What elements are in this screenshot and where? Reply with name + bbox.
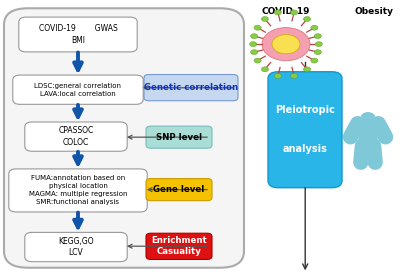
Text: Obesity: Obesity — [354, 7, 394, 16]
Circle shape — [250, 34, 258, 39]
Text: Genetic correlation: Genetic correlation — [144, 83, 238, 92]
Circle shape — [272, 34, 300, 54]
Text: Pleiotropic

analysis: Pleiotropic analysis — [275, 105, 335, 154]
Circle shape — [311, 25, 318, 30]
Circle shape — [304, 17, 311, 22]
FancyBboxPatch shape — [4, 8, 244, 268]
Circle shape — [261, 67, 268, 72]
FancyBboxPatch shape — [358, 134, 378, 147]
Circle shape — [261, 17, 268, 22]
FancyBboxPatch shape — [146, 233, 212, 259]
FancyBboxPatch shape — [146, 126, 212, 148]
Circle shape — [290, 73, 298, 78]
Text: CPASSOC
COLOC: CPASSOC COLOC — [58, 126, 94, 147]
FancyBboxPatch shape — [9, 169, 147, 212]
Circle shape — [274, 73, 282, 78]
Circle shape — [250, 42, 257, 47]
Text: COVID-19        GWAS
BMI: COVID-19 GWAS BMI — [39, 24, 117, 45]
FancyBboxPatch shape — [25, 232, 127, 262]
FancyBboxPatch shape — [19, 17, 137, 52]
FancyBboxPatch shape — [146, 179, 212, 201]
Text: SNP level: SNP level — [156, 133, 202, 142]
Circle shape — [361, 112, 375, 122]
Circle shape — [314, 50, 322, 55]
Circle shape — [315, 42, 322, 47]
FancyBboxPatch shape — [144, 75, 238, 101]
Circle shape — [262, 28, 310, 61]
Circle shape — [304, 67, 311, 72]
Text: Gene level: Gene level — [153, 185, 205, 194]
Text: LDSC:general correlation
LAVA:local correlation: LDSC:general correlation LAVA:local corr… — [34, 83, 122, 97]
FancyBboxPatch shape — [13, 75, 143, 104]
Text: FUMA:annotation based on
physical location
MAGMA: multiple regression
SMR:functi: FUMA:annotation based on physical locati… — [29, 176, 127, 205]
Circle shape — [311, 58, 318, 63]
Circle shape — [250, 50, 258, 55]
Text: Enrichment
Casuality: Enrichment Casuality — [151, 236, 207, 256]
Circle shape — [314, 34, 322, 39]
Circle shape — [274, 10, 282, 15]
FancyBboxPatch shape — [25, 122, 127, 151]
Text: COVID-19: COVID-19 — [262, 7, 310, 16]
Circle shape — [254, 58, 261, 63]
Circle shape — [290, 10, 298, 15]
Text: KEGG,GO
LCV: KEGG,GO LCV — [58, 237, 94, 258]
FancyBboxPatch shape — [268, 72, 342, 188]
FancyBboxPatch shape — [357, 119, 379, 136]
Circle shape — [254, 25, 261, 30]
